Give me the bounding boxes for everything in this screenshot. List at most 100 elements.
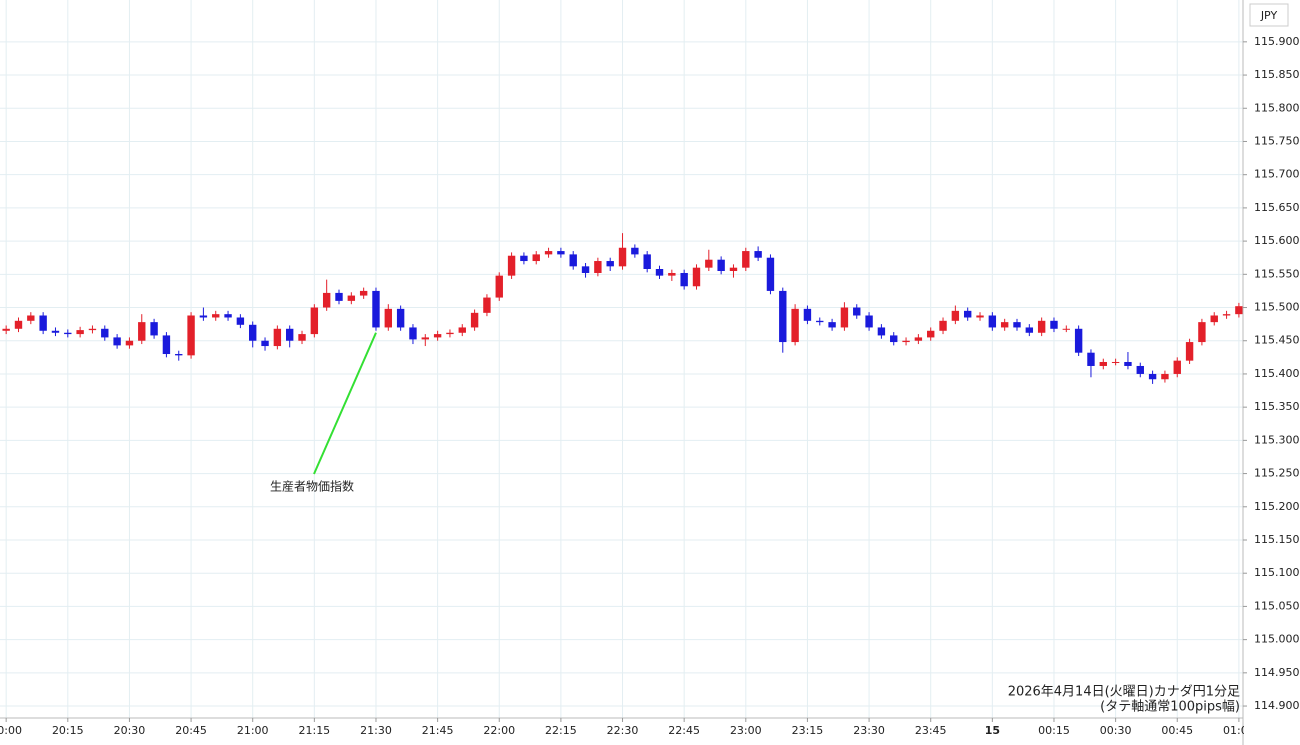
candle-body: [1235, 306, 1243, 315]
candle-body: [1198, 322, 1206, 343]
candle-body: [902, 340, 910, 343]
candle-body: [520, 255, 528, 262]
x-tick-label: 20:30: [114, 724, 146, 737]
candle-body: [409, 327, 417, 340]
candle-body: [470, 312, 479, 328]
x-tick-label: 23:30: [853, 724, 885, 737]
x-tick-label: 21:45: [422, 724, 454, 737]
y-tick-label: 115.300: [1254, 433, 1300, 446]
candle-body: [1210, 315, 1218, 323]
y-tick-label: 115.550: [1254, 267, 1300, 280]
candle-body: [976, 315, 984, 318]
candle-body: [939, 320, 947, 331]
y-tick-label: 115.600: [1254, 234, 1300, 247]
candle-body: [39, 315, 47, 331]
candle-body: [668, 272, 676, 276]
y-tick-label: 115.100: [1254, 566, 1300, 579]
annotation-label: 生産者物価指数: [270, 479, 354, 494]
currency-label: JPY: [1260, 9, 1278, 22]
candle-body: [865, 315, 873, 328]
candle-body: [1136, 365, 1144, 374]
candle-body: [433, 334, 442, 338]
candle-body: [779, 290, 787, 343]
x-tick-label: 22:00: [483, 724, 515, 737]
candle-body: [64, 332, 72, 335]
y-tick-label: 115.050: [1254, 599, 1300, 612]
candle-body: [927, 330, 935, 338]
candle-body: [1025, 327, 1034, 333]
candle-body: [298, 334, 306, 341]
y-tick-label: 114.950: [1254, 666, 1300, 679]
candle-body: [717, 259, 725, 271]
candle-body: [631, 247, 639, 255]
candle-body: [1185, 342, 1194, 361]
candle-body: [507, 255, 516, 276]
candle-body: [754, 251, 762, 258]
candle-body: [322, 292, 331, 308]
candle-body: [766, 257, 775, 291]
x-tick-label: 21:00: [237, 724, 269, 737]
candle-body: [51, 330, 60, 333]
x-tick-label: 21:15: [298, 724, 330, 737]
y-tick-label: 115.650: [1254, 201, 1300, 214]
candle-body: [335, 292, 343, 301]
candle-body: [1050, 320, 1058, 329]
time-axis-panel: [0, 718, 1300, 745]
price-axis-panel: [1243, 0, 1300, 745]
candle-body: [14, 320, 23, 329]
candle-body: [569, 254, 577, 267]
candle-body: [1148, 373, 1157, 380]
candle-body: [285, 328, 294, 341]
candle-body: [1087, 352, 1095, 366]
candle-body: [384, 308, 393, 328]
candle-body: [495, 275, 503, 298]
candle-body: [125, 340, 134, 346]
candle-body: [1161, 373, 1169, 380]
y-tick-label: 115.700: [1254, 168, 1300, 181]
candle-body: [1062, 328, 1071, 330]
candle-body: [113, 337, 121, 346]
caption: 2026年4月14日(火曜日)カナダ円1分足: [1008, 685, 1240, 700]
candle-body: [853, 307, 861, 316]
candle-body: [1222, 314, 1231, 316]
candle-body: [199, 315, 208, 318]
candle-body: [1173, 360, 1181, 374]
candle-body: [742, 251, 750, 268]
caption: (タテ軸通常100pips幅): [1100, 700, 1240, 715]
y-tick-label: 115.250: [1254, 467, 1300, 480]
annotation-line: [313, 332, 377, 475]
candle-body: [729, 267, 738, 271]
candle-body: [803, 308, 812, 321]
y-tick-label: 115.500: [1254, 301, 1300, 314]
y-tick-label: 115.450: [1254, 334, 1300, 347]
x-tick-label: 21:30: [360, 724, 392, 737]
candle-body: [1124, 361, 1132, 366]
candle-body: [421, 337, 429, 340]
candle-body: [606, 261, 614, 267]
candle-body: [816, 320, 824, 323]
candle-body: [2, 328, 10, 331]
x-tick-label: 22:45: [668, 724, 700, 737]
x-tick-label: 00:45: [1161, 724, 1193, 737]
candle-body: [1000, 322, 1009, 328]
candle-body: [791, 308, 799, 343]
y-tick-label: 115.750: [1254, 134, 1300, 147]
candle-body: [310, 307, 319, 335]
candle-body: [1099, 361, 1107, 366]
candle-body: [890, 335, 898, 343]
candle-body: [101, 328, 109, 338]
candles: [2, 233, 1243, 384]
candle-body: [1013, 322, 1021, 328]
candle-body: [347, 295, 356, 301]
candle-body: [544, 251, 553, 255]
y-tick-label: 115.400: [1254, 367, 1300, 380]
y-tick-label: 115.350: [1254, 400, 1300, 413]
candle-body: [224, 314, 232, 318]
candle-body: [680, 272, 688, 287]
candle-body: [618, 247, 627, 267]
candle-body: [951, 310, 960, 321]
candle-body: [446, 332, 454, 335]
grid: [0, 0, 1243, 718]
candle-body: [914, 337, 923, 341]
